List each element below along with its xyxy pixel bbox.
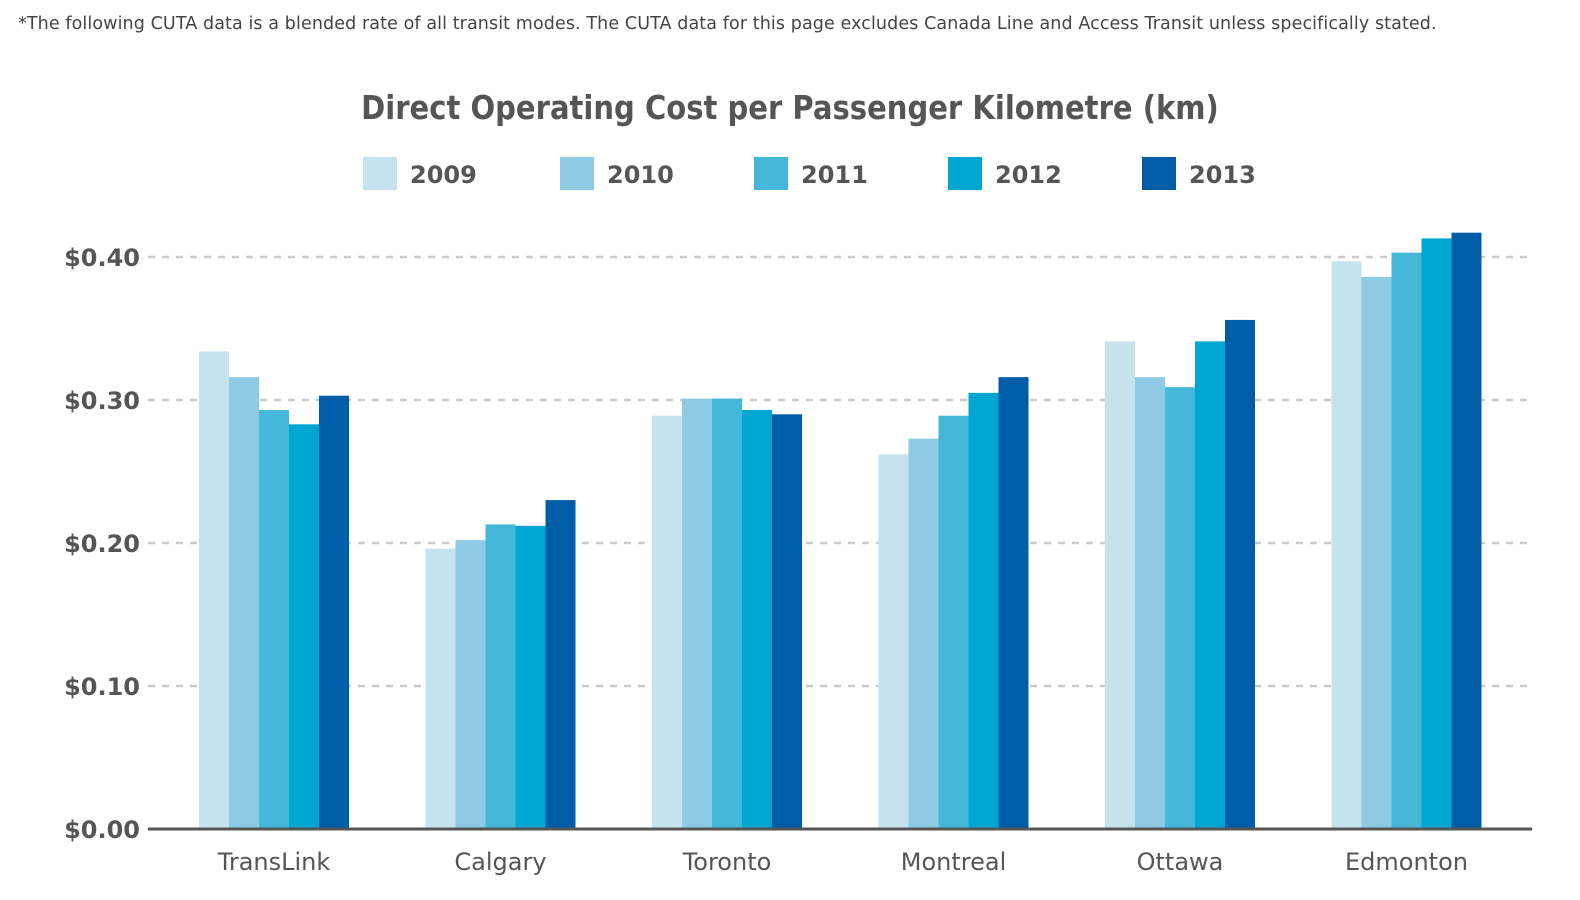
legend-swatch — [1142, 157, 1176, 190]
x-category-label: Toronto — [682, 848, 772, 876]
y-tick-label: $0.10 — [64, 673, 140, 701]
bar-ottawa-2011 — [1165, 387, 1195, 829]
legend-label: 2013 — [1189, 161, 1256, 189]
bar-toronto-2013 — [772, 414, 802, 829]
bar-ottawa-2013 — [1225, 319, 1255, 829]
y-tick-label: $0.20 — [64, 530, 140, 558]
x-category-label: TransLink — [217, 848, 331, 876]
x-category-label: Calgary — [454, 848, 546, 876]
legend-label: 2011 — [801, 161, 868, 189]
bar-montreal-2010 — [908, 438, 939, 829]
legend-item-2009: 2009 — [363, 157, 477, 190]
chart-title: Direct Operating Cost per Passenger Kilo… — [361, 88, 1219, 127]
y-tick-label: $0.40 — [64, 244, 140, 272]
bar-calgary-2009 — [425, 548, 456, 829]
y-tick-label: $0.30 — [64, 387, 140, 415]
bar-translink-2013 — [319, 395, 349, 829]
x-category-label: Montreal — [901, 848, 1007, 876]
bars — [199, 232, 1482, 829]
legend-swatch — [560, 157, 594, 190]
bar-ottawa-2012 — [1195, 341, 1225, 829]
legend-swatch — [363, 157, 397, 190]
bar-toronto-2009 — [652, 415, 682, 829]
bar-translink-2012 — [289, 424, 319, 829]
bar-toronto-2012 — [742, 410, 772, 829]
y-tick-label: $0.00 — [64, 816, 140, 844]
gridlines — [148, 255, 1532, 688]
bar-ottawa-2009 — [1105, 341, 1135, 829]
bar-montreal-2011 — [938, 415, 969, 829]
bar-montreal-2012 — [968, 392, 999, 829]
y-axis-ticks: $0.00 $0.10 $0.20 $0.30 $0.40 — [64, 244, 140, 844]
bar-translink-2009 — [199, 351, 229, 829]
bar-translink-2010 — [229, 377, 259, 829]
bar-toronto-2011 — [712, 398, 742, 829]
bar-edmonton-2010 — [1361, 277, 1392, 829]
bar-edmonton-2011 — [1391, 252, 1422, 829]
bar-calgary-2012 — [515, 525, 546, 829]
legend-item-2012: 2012 — [948, 157, 1062, 190]
bar-montreal-2013 — [998, 377, 1029, 829]
bar-calgary-2011 — [485, 524, 516, 829]
legend-label: 2012 — [995, 161, 1062, 189]
x-category-label: Ottawa — [1137, 848, 1224, 876]
legend-item-2010: 2010 — [560, 157, 674, 190]
x-category-label: Edmonton — [1345, 848, 1468, 876]
legend-label: 2009 — [410, 161, 477, 189]
bar-edmonton-2013 — [1451, 232, 1482, 829]
bar-edmonton-2009 — [1331, 261, 1362, 829]
legend-item-2011: 2011 — [754, 157, 868, 190]
x-axis-categories: TransLink Calgary Toronto Montreal Ottawa Edm… — [217, 848, 1468, 876]
legend-item-2013: 2013 — [1142, 157, 1256, 190]
bar-edmonton-2012 — [1421, 238, 1452, 829]
bar-calgary-2013 — [545, 500, 576, 829]
footnote: *The following CUTA data is a blended ra… — [18, 14, 1437, 34]
legend: 2009 2010 2011 2012 2013 — [363, 157, 1256, 190]
legend-swatch — [754, 157, 788, 190]
bar-calgary-2010 — [455, 540, 486, 829]
bar-translink-2011 — [259, 410, 289, 829]
bar-toronto-2010 — [682, 398, 712, 829]
bar-ottawa-2010 — [1135, 377, 1165, 829]
legend-swatch — [948, 157, 982, 190]
legend-label: 2010 — [607, 161, 674, 189]
bar-montreal-2009 — [878, 454, 909, 829]
